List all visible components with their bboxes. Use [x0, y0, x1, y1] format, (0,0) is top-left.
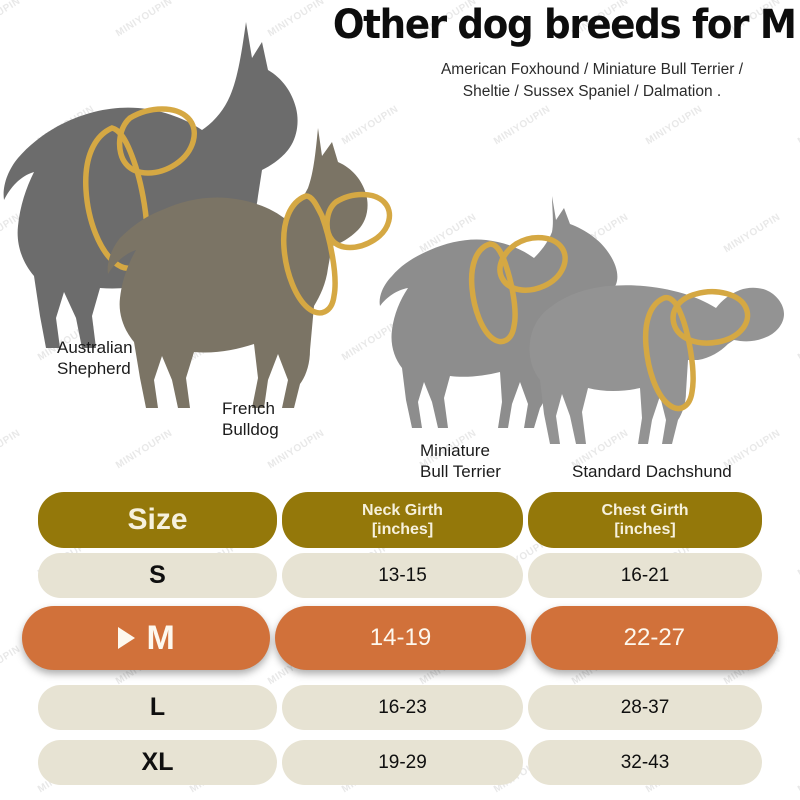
- breed-label-line1: Australian: [57, 338, 133, 357]
- table-row-size-s[interactable]: S 13-15 16-21: [38, 553, 762, 598]
- column-header-size-label: Size: [127, 503, 188, 536]
- cell-size-value: S: [149, 561, 166, 589]
- cell-size-value: XL: [141, 748, 174, 776]
- breed-label-line1: Miniature: [420, 441, 490, 460]
- breed-label-australian-shepherd: Australian Shepherd: [57, 337, 133, 379]
- breed-label-line2: Bulldog: [222, 420, 279, 439]
- cell-neck-value: 13-15: [378, 564, 427, 586]
- chest-girth-loop: [642, 294, 696, 412]
- cell-chest-value: 32-43: [620, 751, 670, 773]
- subtitle-line-2: Sheltie / Sussex Spaniel / Dalmation .: [462, 83, 722, 100]
- table-row-size-l[interactable]: L 16-23 28-37: [38, 685, 762, 730]
- cell-neck-girth: 13-15: [282, 553, 523, 598]
- table-header-row: Size Neck Girth [inches] Chest Girth [in…: [38, 492, 762, 548]
- cell-chest-girth: 16-21: [528, 553, 762, 598]
- column-header-chest-label: Chest Girth: [601, 502, 689, 519]
- cell-neck-girth: 14-19: [275, 606, 526, 670]
- cell-size: L: [38, 685, 277, 730]
- page-title: Other dog breeds for M: [333, 2, 797, 48]
- breed-label-miniature-bull-terrier: Miniature Bull Terrier: [420, 440, 501, 482]
- neck-girth-loop: [116, 106, 197, 176]
- cell-neck-value: 16-23: [378, 696, 427, 718]
- cell-size-value: L: [149, 693, 166, 721]
- dog-silhouette-french-bulldog: [107, 128, 393, 408]
- cell-neck-girth: 19-29: [282, 740, 523, 785]
- cell-neck-girth: 16-23: [282, 685, 523, 730]
- header: Other dog breeds for M American Foxhound…: [0, 0, 800, 115]
- cell-chest-girth: 22-27: [530, 606, 778, 670]
- column-header-neck-girth: Neck Girth [inches]: [282, 492, 523, 548]
- breed-label-line2: Shepherd: [57, 359, 131, 378]
- cell-chest-girth: 32-43: [528, 740, 762, 785]
- breed-label-line1: French: [222, 399, 275, 418]
- column-header-neck-unit: [inches]: [371, 521, 434, 538]
- size-table: Size Neck Girth [inches] Chest Girth [in…: [0, 486, 800, 800]
- cell-size: M: [22, 606, 271, 670]
- cell-size-value: M: [146, 618, 175, 657]
- column-header-chest-girth: Chest Girth [inches]: [528, 492, 762, 548]
- column-header-neck-label: Neck Girth: [362, 502, 443, 519]
- cell-chest-value: 22-27: [623, 624, 686, 651]
- breed-list-subtitle: American Foxhound / Miniature Bull Terri…: [392, 59, 792, 103]
- table-row-size-m-selected[interactable]: M 14-19 22-27: [22, 606, 778, 670]
- chest-girth-loop: [468, 241, 518, 345]
- cell-size: S: [38, 553, 277, 598]
- subtitle-line-1: American Foxhound / Miniature Bull Terri…: [440, 61, 744, 78]
- cell-neck-value: 14-19: [369, 624, 432, 651]
- neck-girth-loop: [670, 288, 751, 346]
- cell-chest-value: 16-21: [620, 564, 670, 586]
- neck-girth-loop: [497, 234, 568, 293]
- dog-illustration-group: Australian Shepherd French Bulldog Minia…: [3, 22, 784, 482]
- dog-silhouette-standard-dachshund: [529, 285, 784, 444]
- cell-neck-value: 19-29: [378, 751, 427, 773]
- breed-label-french-bulldog: French Bulldog: [222, 398, 279, 440]
- selected-size-arrow-icon: [117, 627, 135, 649]
- cell-size: XL: [38, 740, 277, 785]
- dog-silhouette-miniature-bull-terrier: [379, 196, 618, 428]
- cell-chest-value: 28-37: [620, 696, 670, 718]
- column-header-chest-unit: [inches]: [614, 521, 676, 538]
- table-row-size-xl[interactable]: XL 19-29 32-43: [38, 740, 762, 785]
- column-header-size: Size: [38, 492, 277, 548]
- breed-label-standard-dachshund: Standard Dachshund: [572, 461, 732, 482]
- breed-label-line1: Standard Dachshund: [572, 462, 732, 481]
- breed-label-line2: Bull Terrier: [420, 462, 501, 481]
- chest-girth-loop: [280, 193, 338, 316]
- cell-chest-girth: 28-37: [528, 685, 762, 730]
